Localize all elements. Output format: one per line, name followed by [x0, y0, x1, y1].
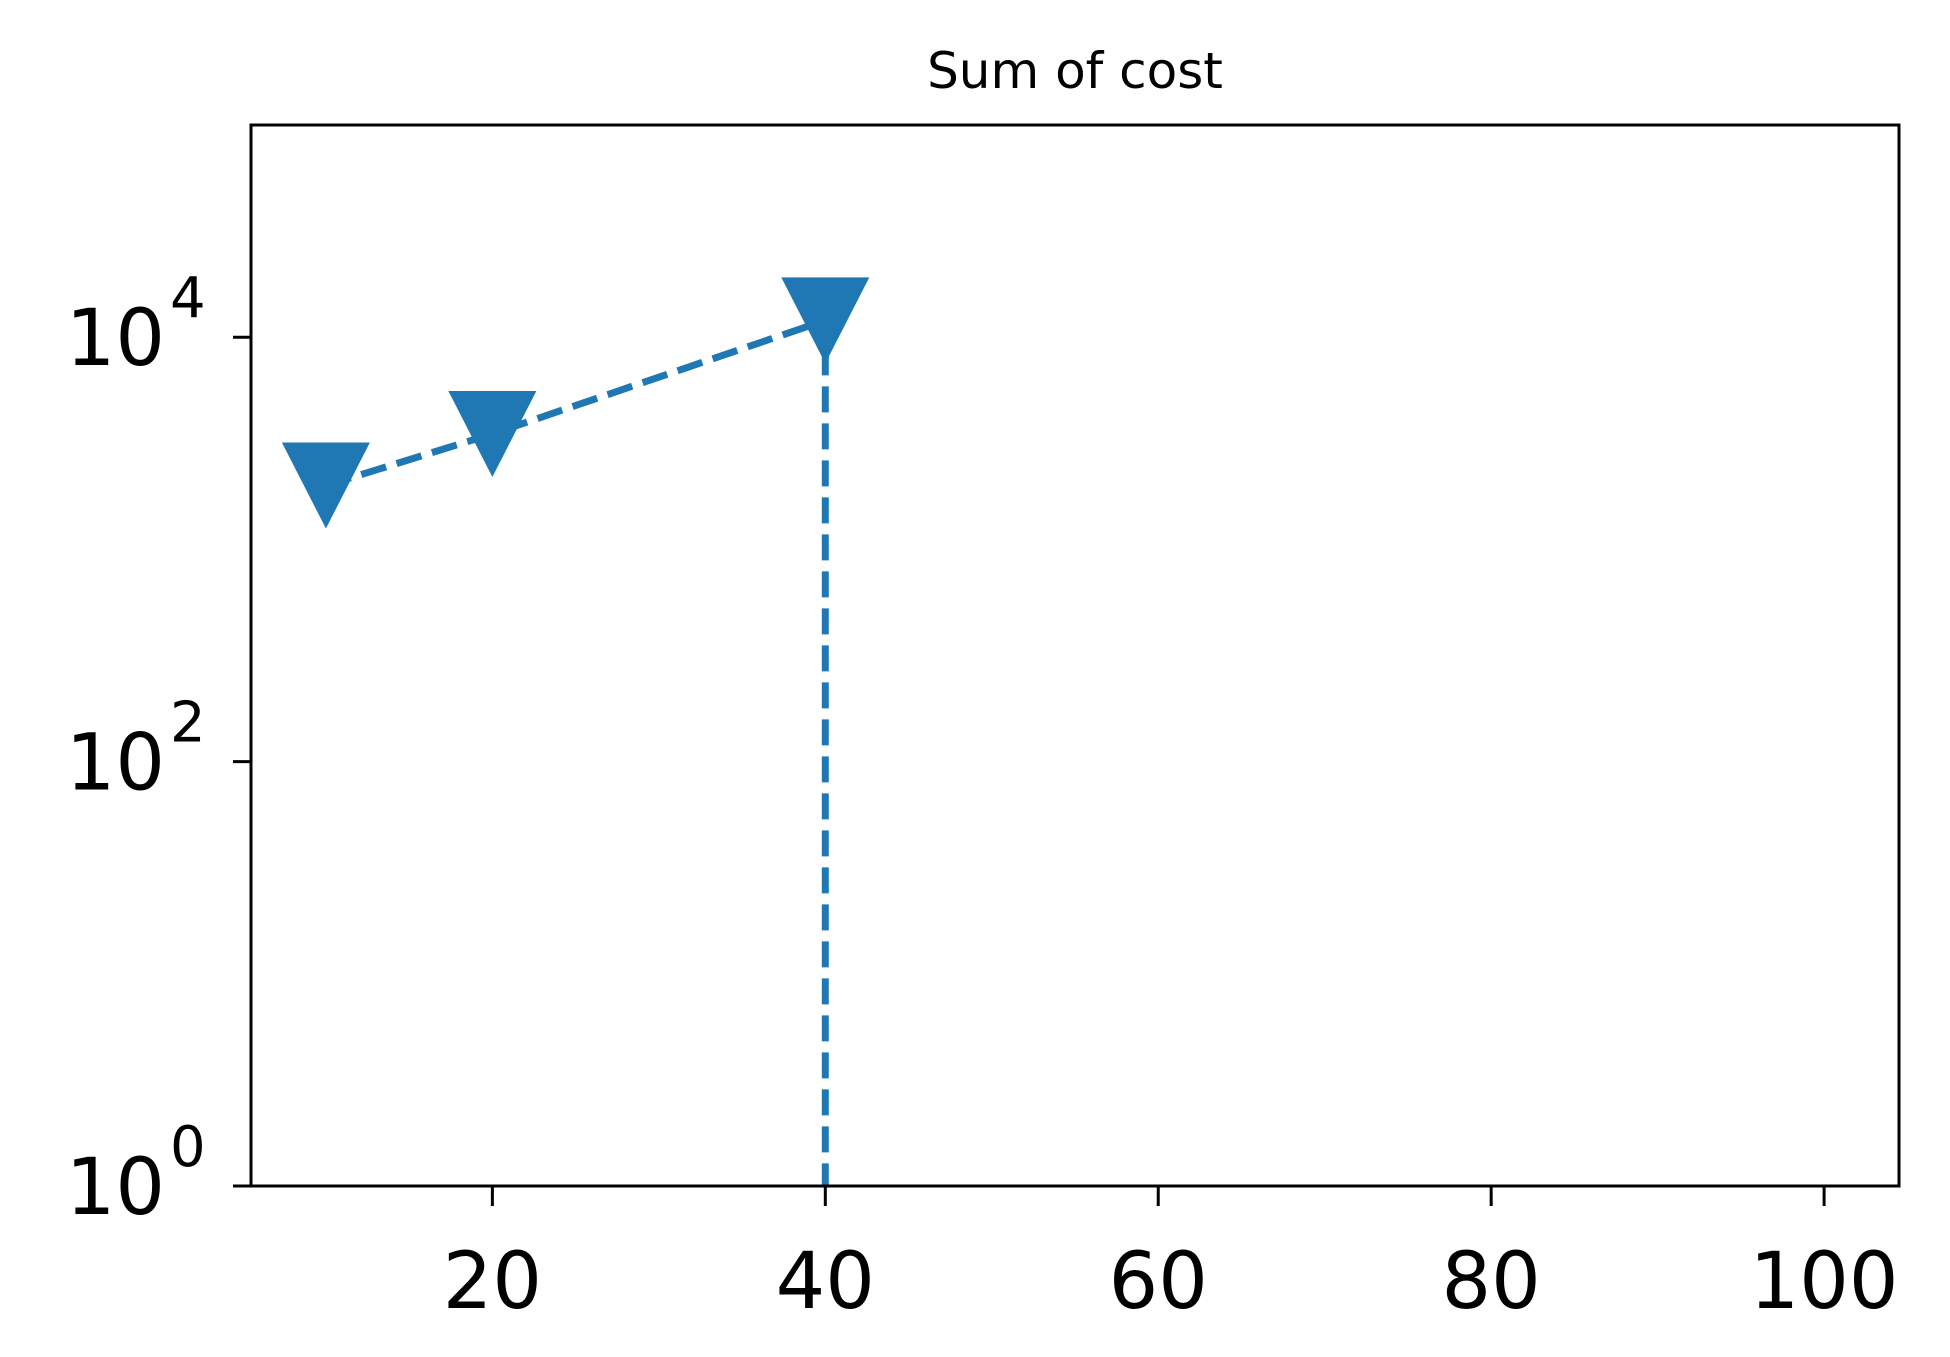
series-layer	[281, 277, 870, 1186]
x-tick-label: 40	[776, 1237, 875, 1327]
series-line	[324, 315, 829, 1186]
y-tick-label-base: 10	[66, 719, 165, 809]
y-tick-label-exponent: 2	[170, 691, 206, 756]
x-axis: 20 40 60 80 100	[443, 1186, 1899, 1327]
y-tick-label-exponent: 4	[170, 266, 206, 331]
y-tick-label-exponent: 0	[170, 1115, 206, 1180]
plot-frame	[249, 123, 1901, 1188]
chart-title: Sum of cost	[927, 42, 1223, 100]
x-tick-label: 20	[443, 1237, 542, 1327]
y-tick-label-base: 10	[66, 294, 165, 384]
x-tick-label: 100	[1750, 1237, 1899, 1327]
x-tick-label: 60	[1109, 1237, 1208, 1327]
x-tick-label: 80	[1442, 1237, 1541, 1327]
data-point-marker	[281, 442, 370, 529]
data-point-marker	[781, 277, 870, 364]
y-tick-label-base: 10	[66, 1143, 165, 1233]
data-point-marker	[448, 390, 537, 477]
